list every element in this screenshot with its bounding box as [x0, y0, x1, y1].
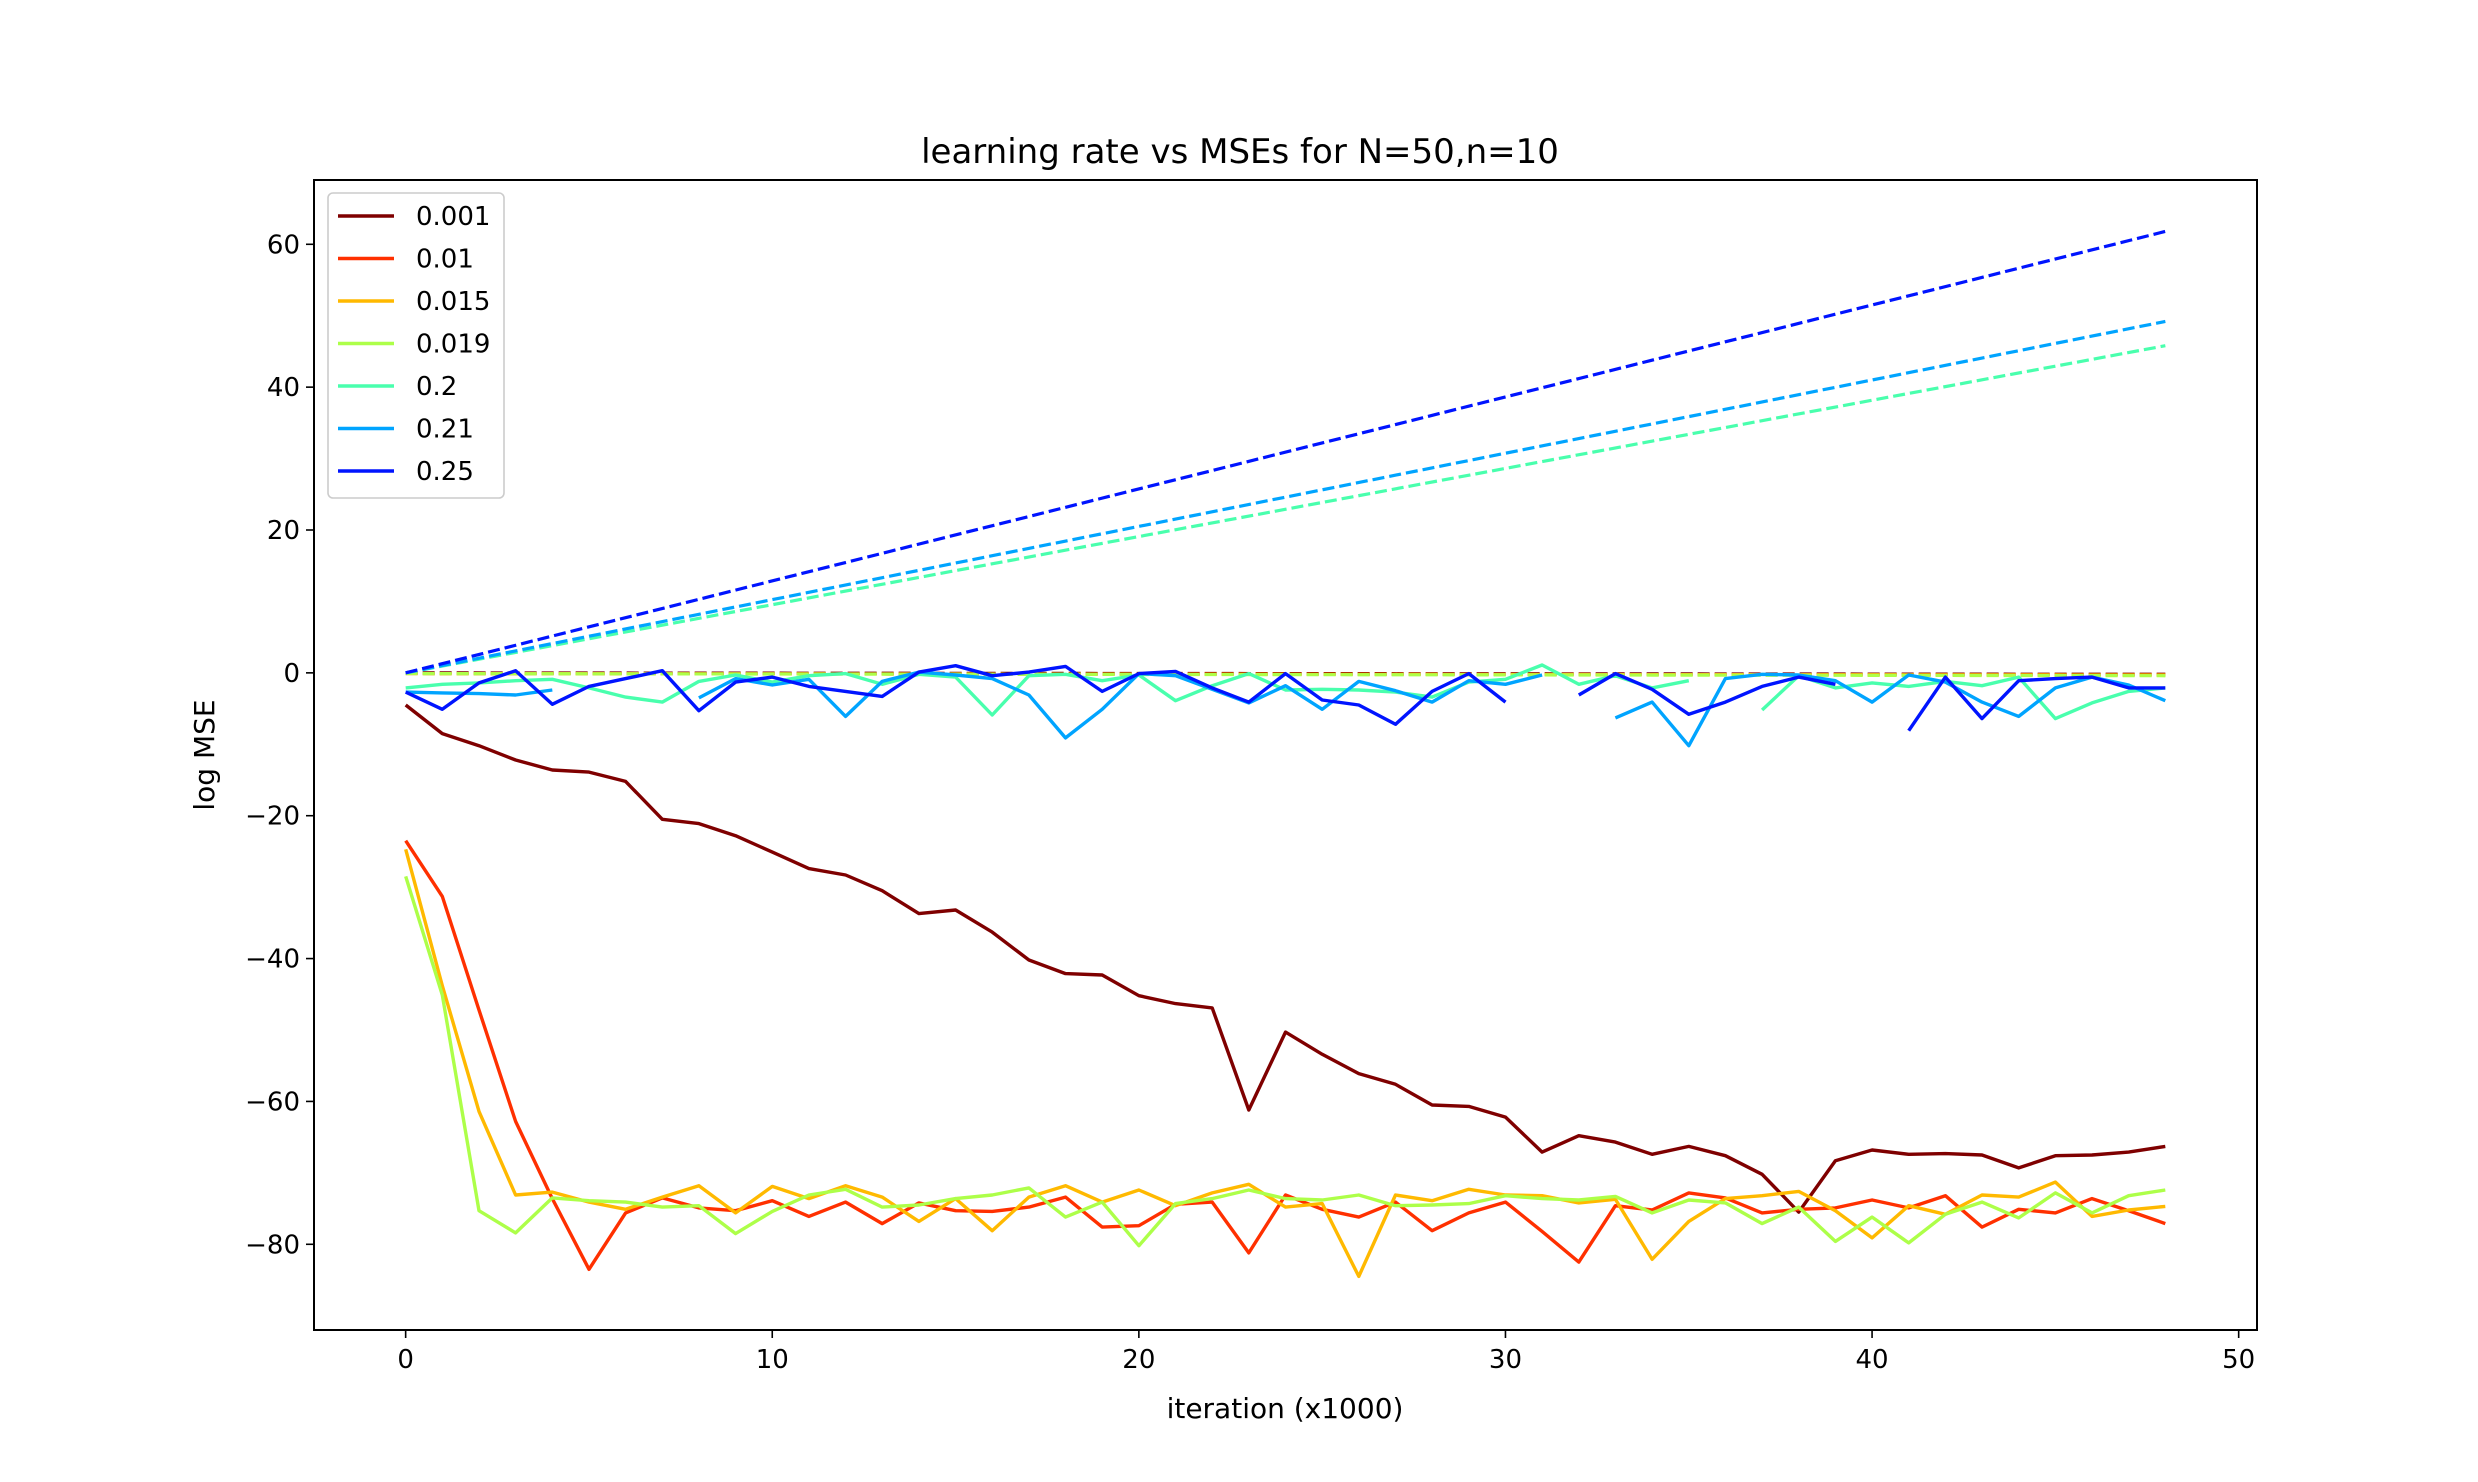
y-axis-label: log MSE [188, 699, 221, 810]
series-layer [404, 229, 2166, 1279]
legend-entry: 0.25 [338, 457, 474, 487]
series-line-0.015 [404, 848, 2166, 1279]
series-line-0.25 [404, 664, 2166, 732]
series-line-dashed-0.25 [405, 229, 2166, 675]
x-tick-label: 40 [1856, 1345, 1889, 1375]
series-line-0.019 [404, 875, 2166, 1248]
legend-entry: 0.2 [338, 372, 457, 402]
legend-entry: 0.001 [338, 202, 490, 232]
legend-label: 0.25 [416, 457, 474, 487]
y-tick-label: −60 [245, 1087, 300, 1117]
y-tick-label: −20 [245, 802, 300, 832]
x-tick-label: 10 [756, 1345, 789, 1375]
x-tick-label: 20 [1122, 1345, 1155, 1375]
x-tick-label: 50 [2222, 1345, 2255, 1375]
y-axis: −80 −60 −40 −20 0 20 40 60 [245, 230, 314, 1260]
y-tick-label: 0 [283, 659, 300, 689]
legend-label: 0.019 [416, 330, 490, 360]
x-axis-label: iteration (x1000) [1167, 1392, 1404, 1425]
series-line-0.001 [404, 703, 2166, 1214]
y-tick-label: 60 [267, 230, 300, 260]
x-tick-label: 0 [397, 1345, 414, 1375]
legend-label: 0.015 [416, 287, 490, 317]
series-line-dashed-0.21 [405, 319, 2166, 675]
legend-label: 0.001 [416, 202, 490, 232]
legend-label: 0.2 [416, 372, 457, 402]
series-line-0.21 [405, 670, 2166, 748]
y-tick-label: −40 [245, 945, 300, 975]
legend-entry: 0.01 [338, 245, 474, 275]
series-line-dashed-0.019 [405, 671, 2166, 678]
legend-box [327, 192, 505, 499]
legend-label: 0.21 [416, 415, 474, 445]
y-tick-label: 20 [267, 516, 300, 546]
y-tick-label: 40 [267, 373, 300, 403]
plot-frame [313, 179, 2258, 1331]
legend-entry: 0.21 [338, 415, 474, 445]
chart-title: learning rate vs MSEs for N=50,n=10 [921, 132, 1559, 172]
x-tick-label: 30 [1489, 1345, 1522, 1375]
legend: 0.001 0.01 0.015 0.019 0.2 0.21 0.25 [327, 192, 505, 499]
series-line-dashed-0.2 [405, 344, 2166, 675]
legend-label: 0.01 [416, 245, 474, 275]
legend-entry: 0.019 [338, 330, 490, 360]
series-line-0.01 [404, 839, 2166, 1271]
legend-entry: 0.015 [338, 287, 490, 317]
y-tick-label: −80 [245, 1230, 300, 1260]
x-axis: 0 10 20 30 40 50 [397, 1330, 2255, 1375]
